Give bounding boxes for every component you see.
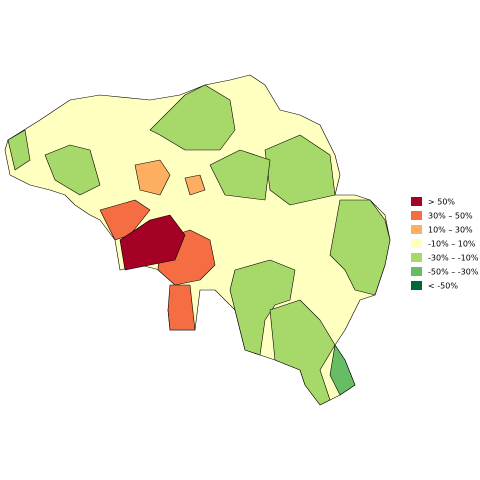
legend-swatch bbox=[411, 281, 422, 290]
region bbox=[167, 284, 196, 331]
legend-label: 30% – 50% bbox=[428, 212, 473, 221]
legend-swatch bbox=[411, 211, 422, 220]
region bbox=[184, 174, 206, 196]
legend-label: -30% – -10% bbox=[428, 254, 479, 263]
legend-label: 10% – 30% bbox=[428, 226, 473, 235]
region bbox=[134, 159, 171, 196]
legend-swatch bbox=[411, 225, 422, 234]
region bbox=[7, 129, 31, 171]
legend-swatch bbox=[411, 239, 422, 248]
region bbox=[264, 134, 336, 206]
legend-label: < -50% bbox=[428, 282, 458, 291]
region bbox=[99, 199, 151, 241]
legend-swatch bbox=[411, 267, 422, 276]
legend-swatch bbox=[411, 253, 422, 262]
legend-label: > 50% bbox=[428, 198, 455, 207]
map-regions bbox=[4, 74, 391, 406]
region bbox=[329, 199, 391, 296]
region bbox=[269, 299, 336, 406]
legend-label: -10% – 10% bbox=[428, 240, 476, 249]
region bbox=[44, 144, 101, 196]
legend-swatch bbox=[411, 197, 422, 206]
legend: > 50% 30% – 50% 10% – 30% -10% – 10% -30% – … bbox=[411, 197, 479, 291]
region bbox=[229, 259, 296, 356]
legend-label: -50% – -30% bbox=[428, 268, 479, 277]
region bbox=[329, 344, 356, 396]
region bbox=[209, 149, 271, 201]
region bbox=[119, 214, 186, 271]
region bbox=[149, 84, 236, 151]
